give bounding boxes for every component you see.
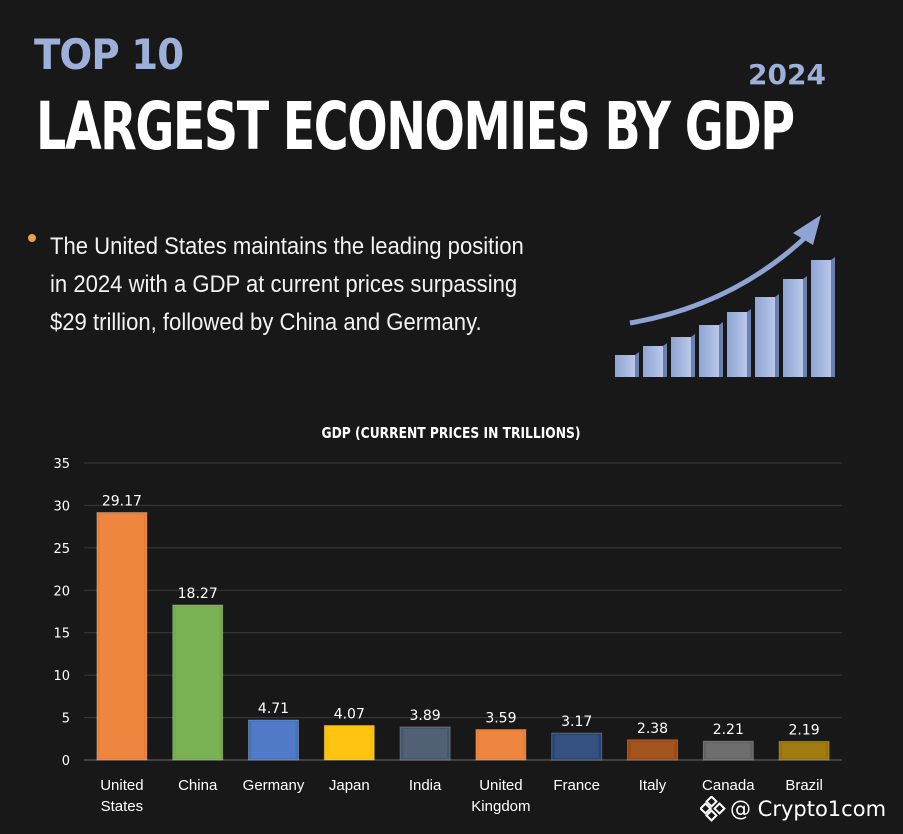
bar-highlight xyxy=(175,606,220,758)
y-tick-label: 20 xyxy=(53,584,70,599)
data-label: 29.17 xyxy=(102,493,142,509)
x-tick-label: China xyxy=(178,777,218,794)
bar xyxy=(627,739,678,761)
chart-title: GDP (CURRENT PRICES IN TRILLIONS) xyxy=(321,425,580,442)
y-tick-label: 30 xyxy=(53,499,70,514)
x-tick-label: States xyxy=(101,798,144,815)
growth-chart-icon xyxy=(615,215,835,377)
y-tick-label: 15 xyxy=(53,627,70,642)
x-tick-label: France xyxy=(553,777,600,794)
bar-highlight xyxy=(327,727,372,758)
x-tick-label: Brazil xyxy=(785,777,823,794)
data-label: 4.07 xyxy=(334,706,365,722)
data-label: 4.71 xyxy=(258,701,289,717)
bar xyxy=(551,732,603,761)
kicker-title: TOP 10 xyxy=(34,30,184,79)
bar xyxy=(248,719,299,761)
data-label: 3.59 xyxy=(485,711,516,727)
bar xyxy=(399,726,451,761)
x-tick-label: Canada xyxy=(702,777,755,794)
bar xyxy=(778,740,830,761)
growth-bars xyxy=(615,260,831,377)
x-tick-label: United xyxy=(479,777,522,794)
bar-highlight xyxy=(403,728,448,758)
data-label: 2.38 xyxy=(637,721,668,737)
y-tick-label: 35 xyxy=(53,457,70,472)
description-text: The United States maintains the leading … xyxy=(50,233,524,336)
bar-highlight xyxy=(554,735,599,758)
y-tick-label: 25 xyxy=(53,542,70,557)
data-label: 2.21 xyxy=(713,722,744,738)
bar-highlight xyxy=(478,731,523,758)
page-title: LARGEST ECONOMIES BY GDP xyxy=(36,88,795,165)
bar xyxy=(323,724,375,761)
data-label: 3.89 xyxy=(410,708,441,724)
data-label: 18.27 xyxy=(178,586,218,602)
bar-highlight xyxy=(251,722,296,758)
bullet-icon xyxy=(28,234,36,242)
y-tick-label: 10 xyxy=(53,669,70,684)
year-label: 2024 xyxy=(748,58,826,91)
x-tick-label: Italy xyxy=(639,777,667,794)
data-label: 3.17 xyxy=(561,714,592,730)
x-tick-label: India xyxy=(409,777,442,794)
bar xyxy=(172,604,224,761)
bar xyxy=(96,511,148,761)
bar-highlight xyxy=(630,741,675,758)
x-tick-label: Japan xyxy=(329,777,370,794)
x-tick-label: Germany xyxy=(243,777,305,794)
bar-highlight xyxy=(782,743,827,758)
bar xyxy=(475,729,527,761)
watermark-handle: @ Crypto1com xyxy=(730,797,887,821)
y-tick-label: 5 xyxy=(62,712,70,727)
data-label: 2.19 xyxy=(789,722,820,738)
x-tick-label: Kingdom xyxy=(471,798,530,815)
x-tick-label: United xyxy=(100,777,143,794)
y-tick-label: 0 xyxy=(62,754,70,769)
watermark: @ Crypto1com xyxy=(700,796,886,822)
diamond-logo-icon xyxy=(700,796,726,822)
bar-highlight xyxy=(99,514,144,758)
bar-highlight xyxy=(706,743,751,758)
bar xyxy=(702,740,754,761)
